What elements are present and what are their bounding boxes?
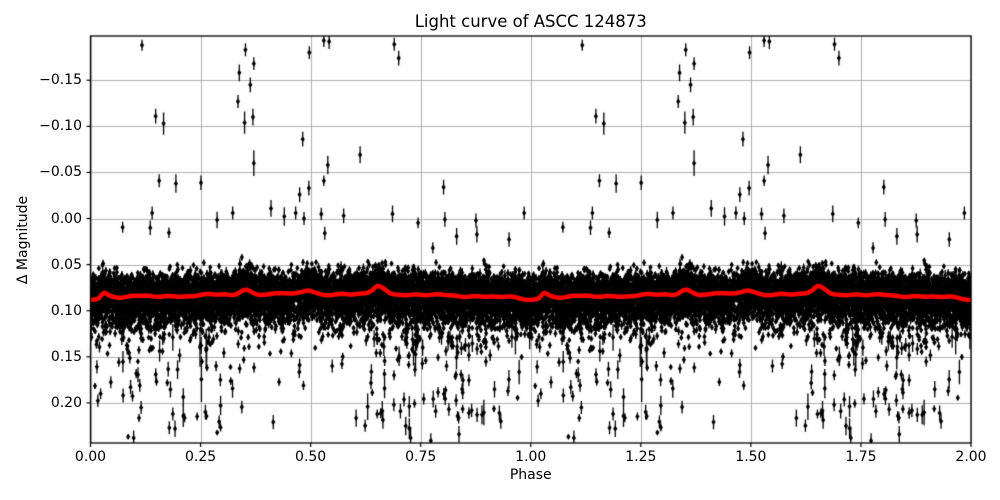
x-tick-label: 1.75 <box>845 449 877 465</box>
x-axis-label: Phase <box>509 467 552 483</box>
x-tick-label: 1.25 <box>625 449 657 465</box>
x-tick-label: 1.00 <box>515 449 547 465</box>
y-tick-label: −0.10 <box>39 118 82 135</box>
y-tick-label: 0.05 <box>50 256 82 273</box>
x-tick-label: 0.25 <box>184 449 217 465</box>
x-tick-label: 0.50 <box>295 449 327 465</box>
y-tick-label: 0.20 <box>50 394 82 411</box>
y-tick-label: 0.10 <box>50 302 82 319</box>
y-tick-label: −0.15 <box>39 72 82 89</box>
y-tick-label: 0.15 <box>50 348 82 365</box>
x-tick-label: 0.00 <box>74 449 107 465</box>
x-tick-label: 0.75 <box>405 449 437 465</box>
chart-title: Light curve of ASCC 124873 <box>414 12 647 31</box>
y-tick-label: −0.05 <box>39 164 82 181</box>
y-axis-label: Δ Magnitude <box>15 195 31 284</box>
y-tick-label: 0.00 <box>50 210 82 227</box>
x-tick-label: 1.50 <box>735 449 767 465</box>
x-tick-label: 2.00 <box>955 449 987 465</box>
